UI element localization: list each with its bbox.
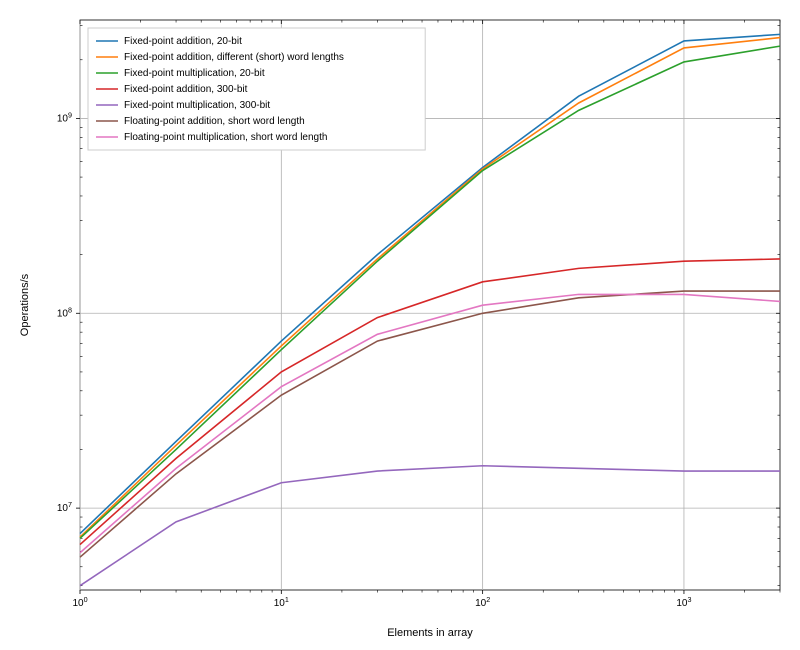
- legend-label: Fixed-point addition, 20-bit: [124, 36, 242, 47]
- legend-label: Floating-point addition, short word leng…: [124, 116, 305, 127]
- legend-label: Fixed-point addition, different (short) …: [124, 52, 344, 63]
- legend-label: Fixed-point addition, 300-bit: [124, 84, 248, 95]
- line-chart: 100101102103107108109Elements in arrayOp…: [0, 0, 800, 650]
- x-axis-label: Elements in array: [387, 627, 473, 639]
- legend-label: Fixed-point multiplication, 20-bit: [124, 68, 265, 79]
- legend-label: Fixed-point multiplication, 300-bit: [124, 100, 270, 111]
- chart-container: 100101102103107108109Elements in arrayOp…: [0, 0, 800, 650]
- y-axis-label: Operations/s: [19, 273, 31, 336]
- legend-label: Floating-point multiplication, short wor…: [124, 132, 327, 143]
